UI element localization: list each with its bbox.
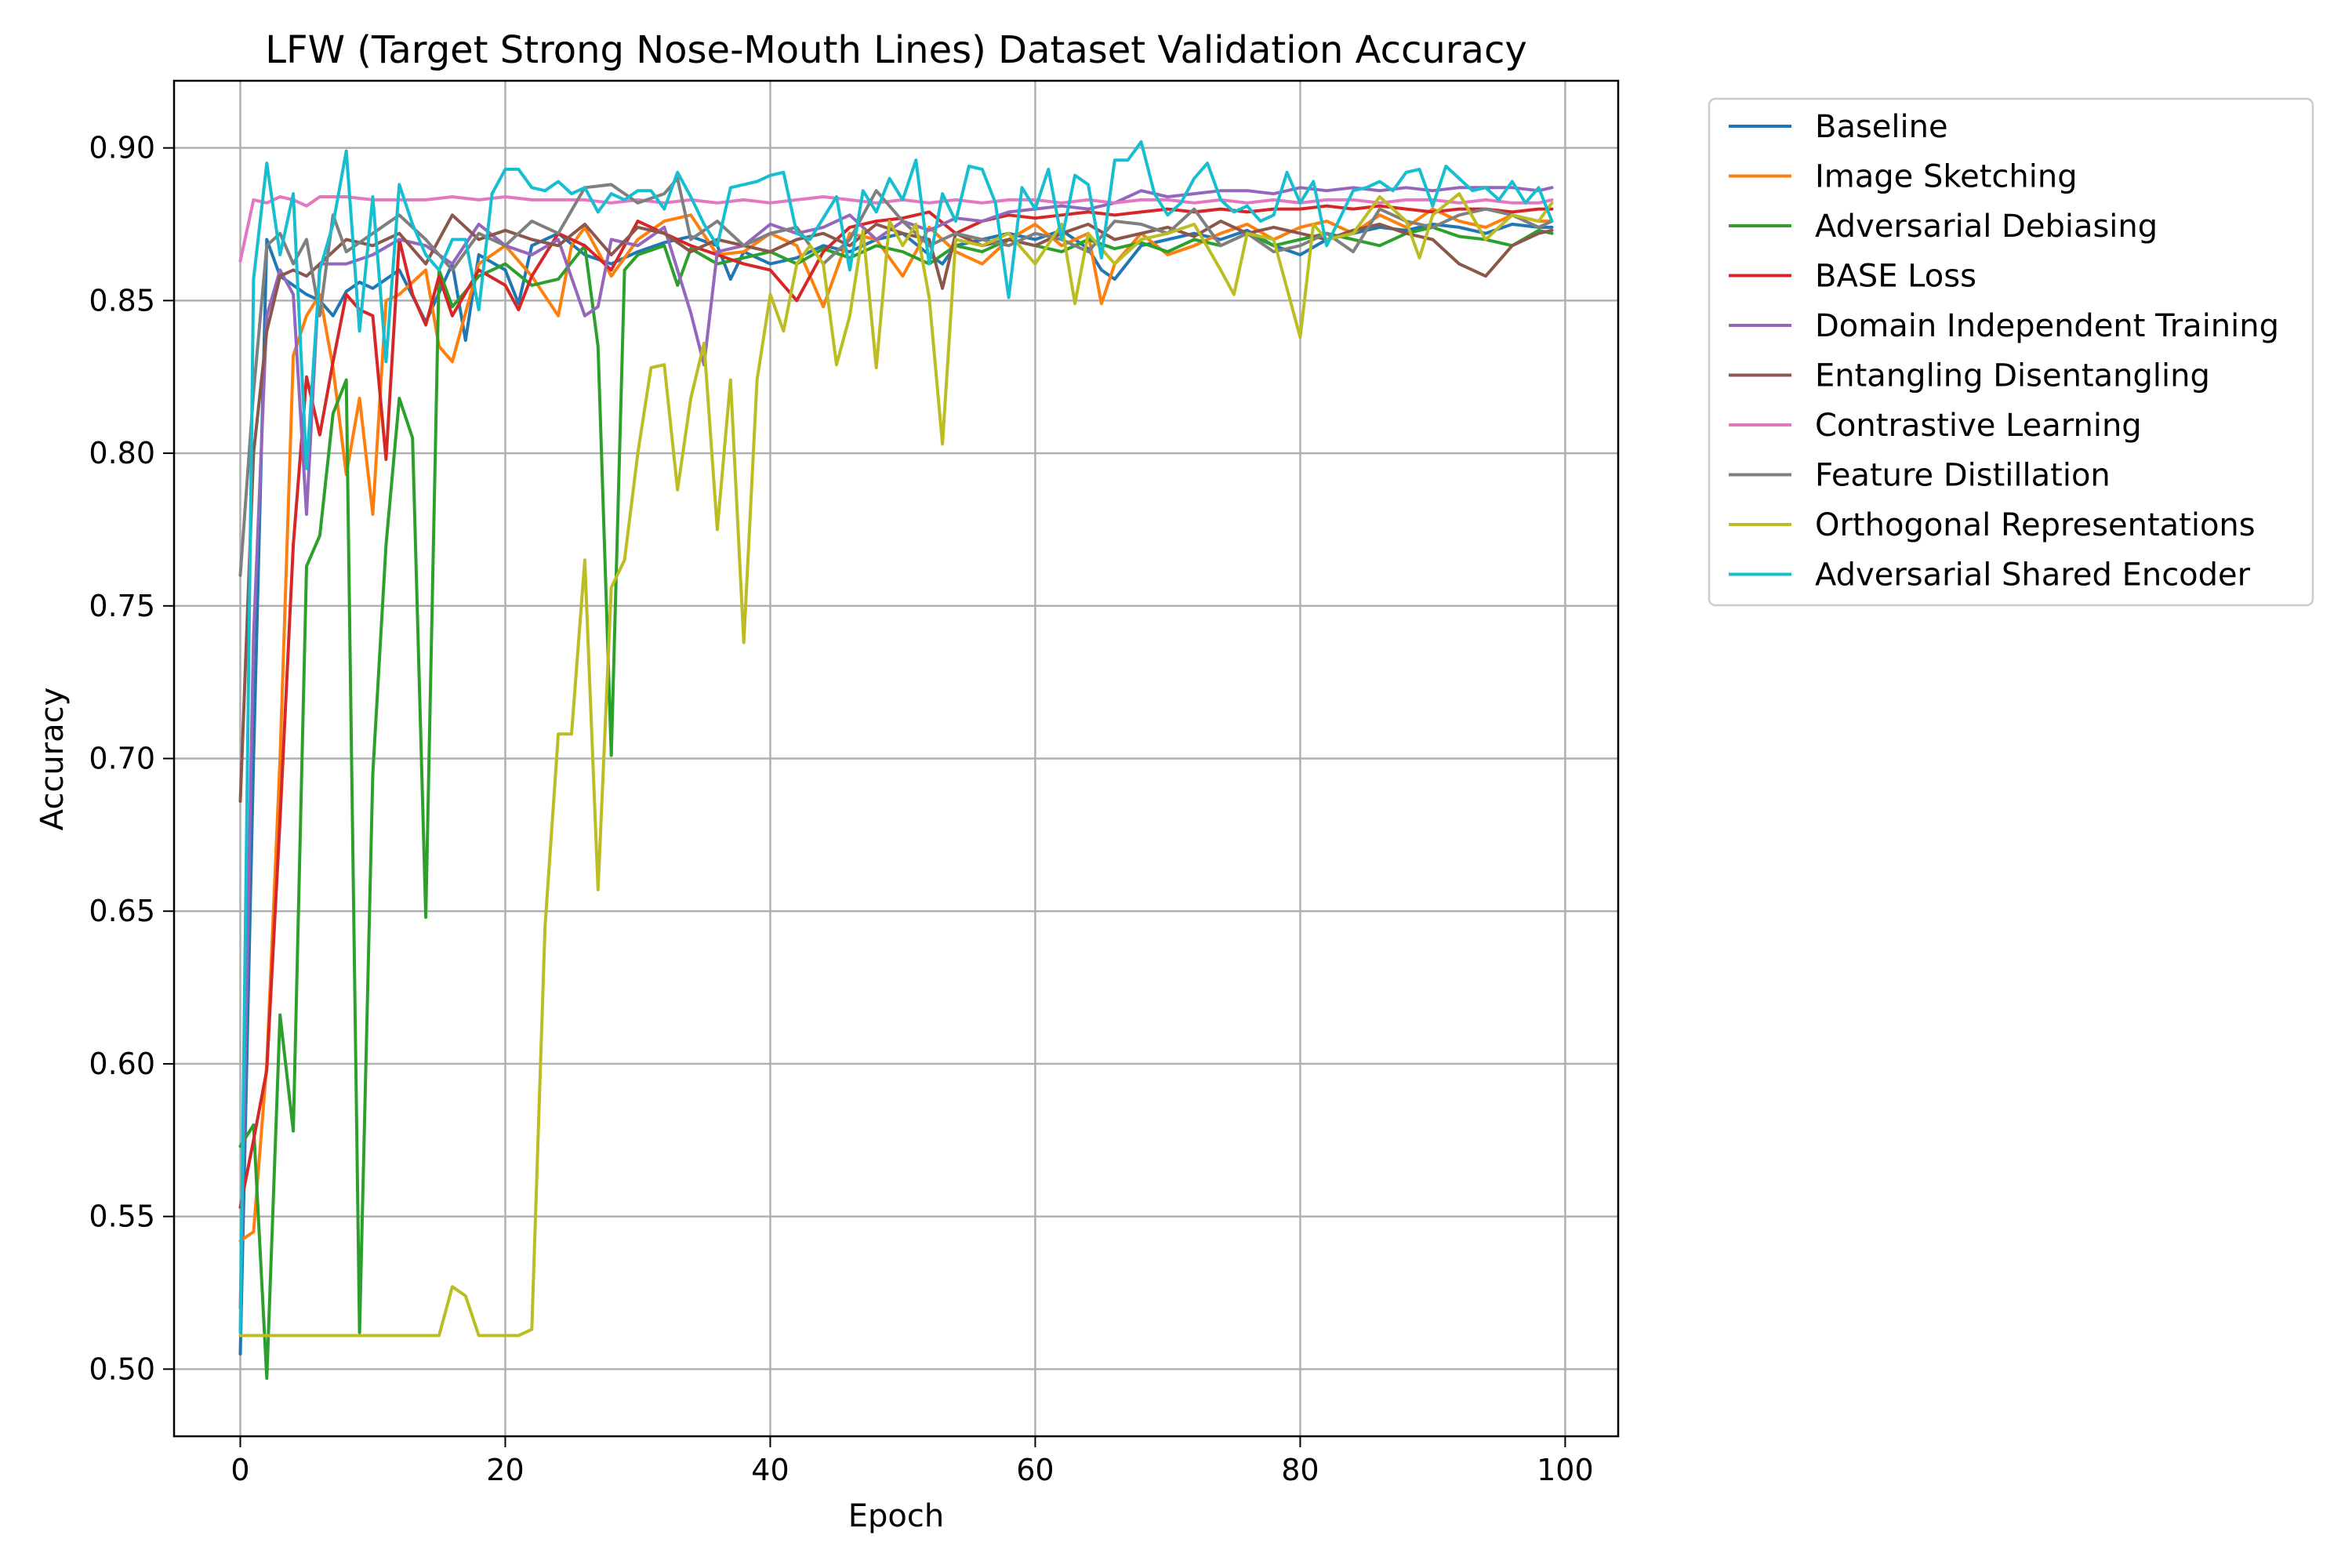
y-tick-label: 0.85 bbox=[89, 283, 155, 318]
y-axis-label: Accuracy bbox=[34, 688, 71, 831]
legend-label-contrastive-learning: Contrastive Learning bbox=[1815, 408, 2142, 444]
y-tick-label: 0.50 bbox=[89, 1352, 155, 1386]
series-layer bbox=[238, 140, 1554, 1380]
legend: Baseline Image Sketching Adversarial Debia… bbox=[1708, 97, 2314, 607]
x-axis-label: Epoch bbox=[848, 1498, 944, 1534]
x-tick-label: 100 bbox=[1537, 1453, 1594, 1487]
legend-label-baseline: Baseline bbox=[1815, 109, 1948, 145]
y-tick-label: 0.60 bbox=[89, 1047, 155, 1081]
series-line-adversarial-shared-encoder bbox=[238, 140, 1554, 1334]
legend-label-base-loss: BASE Loss bbox=[1815, 259, 1976, 295]
legend-label-image-sketching: Image Sketching bbox=[1815, 159, 2078, 195]
y-axis-ticks: 0.50 0.55 0.60 0.65 0.70 0.75 0.80 0.85 0.90 bbox=[89, 131, 174, 1386]
legend-label-adversarial-shared-encoder: Adversarial Shared Encoder bbox=[1815, 557, 2251, 593]
legend-label-orthogonal-representations: Orthogonal Representations bbox=[1815, 507, 2256, 543]
y-tick-label: 0.75 bbox=[89, 589, 155, 623]
y-tick-label: 0.65 bbox=[89, 894, 155, 928]
legend-label-entangling-disentangling: Entangling Disentangling bbox=[1815, 358, 2210, 394]
y-tick-label: 0.55 bbox=[89, 1200, 155, 1234]
series-line-contrastive-learning bbox=[238, 195, 1554, 263]
x-axis-ticks: 0 20 40 60 80 100 bbox=[230, 1436, 1594, 1487]
legend-box bbox=[1708, 97, 2314, 607]
legend-label-adversarial-debiasing: Adversarial Debiasing bbox=[1815, 209, 2158, 245]
x-tick-label: 60 bbox=[1016, 1453, 1054, 1487]
x-tick-label: 0 bbox=[230, 1453, 249, 1487]
chart-title: LFW (Target Strong Nose-Mouth Lines) Dat… bbox=[265, 28, 1527, 72]
series-line-orthogonal-representations bbox=[238, 192, 1554, 1338]
x-tick-label: 20 bbox=[486, 1453, 524, 1487]
legend-label-feature-distillation: Feature Distillation bbox=[1815, 458, 2111, 494]
series-line-adversarial-debiasing bbox=[238, 225, 1554, 1380]
x-tick-label: 40 bbox=[751, 1453, 789, 1487]
series-line-baseline bbox=[238, 223, 1554, 1356]
y-tick-label: 0.90 bbox=[89, 131, 155, 165]
y-tick-label: 0.80 bbox=[89, 436, 155, 470]
legend-label-domain-independent-training: Domain Independent Training bbox=[1815, 308, 2279, 344]
x-tick-label: 80 bbox=[1281, 1453, 1319, 1487]
grid-lines bbox=[174, 81, 1618, 1436]
series-line-base-loss bbox=[238, 204, 1554, 1209]
y-tick-label: 0.70 bbox=[89, 742, 155, 776]
